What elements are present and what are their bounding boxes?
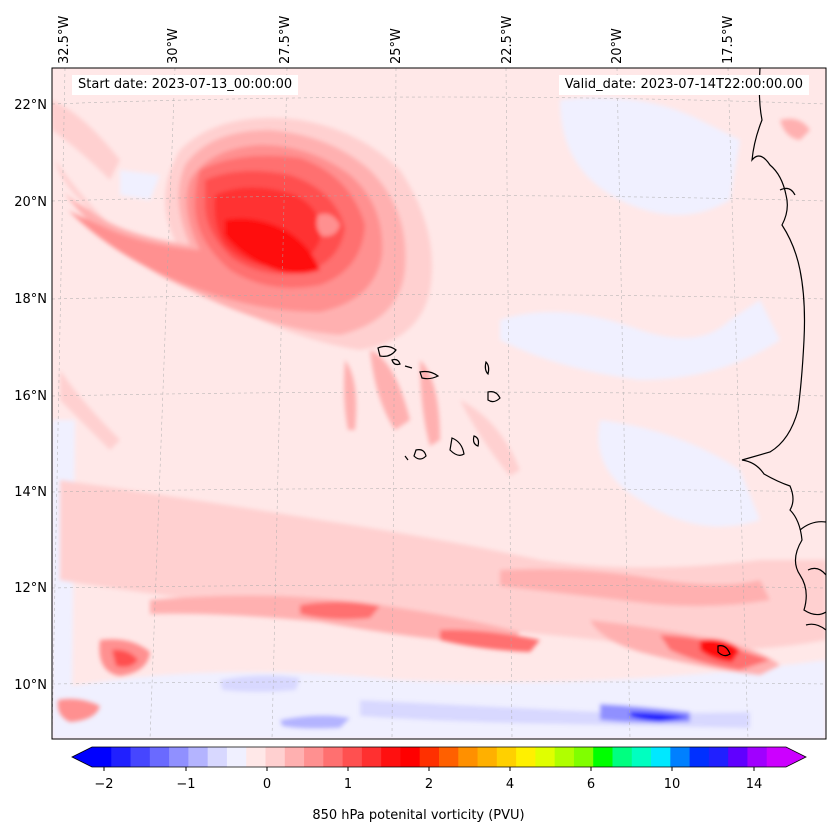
colorbar-cell [111, 747, 132, 767]
negative-pv-areas [52, 97, 826, 739]
colorbar-extend-max [786, 747, 806, 767]
colorbar-cell [554, 747, 575, 767]
pv-contours [52, 68, 826, 739]
colorbar-cell [631, 747, 652, 767]
coastlines [377, 68, 826, 657]
lat-label: 10°N [14, 678, 47, 693]
colorbar-cell [516, 747, 536, 767]
positive-pv-swirl [55, 118, 432, 350]
colorbar-cell [747, 747, 768, 767]
colorbar-tick-label: 2 [425, 777, 433, 792]
latitude-labels: 22°N 20°N 18°N 16°N 14°N 12°N 10°N [14, 98, 47, 693]
colorbar-cell [400, 747, 421, 767]
colorbar-tick-label: −2 [94, 777, 113, 792]
colorbar-cell [439, 747, 459, 767]
colorbar-cell [342, 747, 363, 767]
colorbar-tick-label: 0 [263, 777, 271, 792]
lat-label: 20°N [14, 195, 47, 210]
positive-pv-streaks [52, 100, 826, 722]
colorbar-tick-label: 6 [587, 777, 595, 792]
colorbar-cell [169, 747, 189, 767]
map-frame [51, 67, 827, 740]
colorbar-cell [593, 747, 613, 767]
colorbar-cell [458, 747, 479, 767]
lon-label: 30°W [166, 28, 181, 64]
colorbar-cell [496, 747, 517, 767]
colorbar-cells [92, 747, 787, 767]
colorbar-cell [573, 747, 594, 767]
lat-label: 12°N [14, 581, 47, 596]
colorbar-cell [226, 747, 247, 767]
colorbar-cell [149, 747, 170, 767]
colorbar-cell [92, 747, 112, 767]
colorbar-cell [612, 747, 633, 767]
start-date-label: Start date: 2023-07-13_00:00:00 [72, 75, 299, 95]
colorbar-cell [304, 747, 324, 767]
lon-label: 20°W [610, 28, 625, 64]
colorbar-cell [130, 747, 151, 767]
lon-label: 25°W [389, 28, 404, 64]
colorbar-ticks: −2 −1 0 1 2 4 6 10 14 [94, 767, 762, 792]
colorbar-tick-label: 10 [664, 777, 681, 792]
colorbar-title: 850 hPa potenital vorticity (PVU) [312, 808, 525, 823]
colorbar-cell [535, 747, 556, 767]
colorbar-cell [766, 747, 787, 767]
colorbar-cell [651, 747, 671, 767]
lon-label: 27.5°W [278, 16, 293, 64]
colorbar-cell [246, 747, 266, 767]
colorbar: −2 −1 0 1 2 4 6 10 14 [71, 746, 807, 792]
lat-label: 14°N [14, 485, 47, 500]
colorbar-cell [419, 747, 440, 767]
colorbar-cell [670, 747, 691, 767]
lat-label: 16°N [14, 389, 47, 404]
colorbar-tick-label: 14 [746, 777, 763, 792]
lat-label: 18°N [14, 292, 47, 307]
colorbar-cell [728, 747, 748, 767]
colorbar-tick-label: −1 [176, 777, 195, 792]
graticule [52, 68, 826, 739]
colorbar-cell [477, 747, 498, 767]
colorbar-extend-min [72, 747, 92, 767]
colorbar-outline [71, 746, 807, 768]
colorbar-tick-label: 4 [506, 777, 514, 792]
colorbar-cell [689, 747, 710, 767]
colorbar-cell [381, 747, 401, 767]
colorbar-tick-label: 1 [344, 777, 352, 792]
colorbar-cell [284, 747, 305, 767]
longitude-labels: 32.5°W 30°W 27.5°W 25°W 22.5°W 20°W 17.5… [57, 16, 736, 64]
colorbar-cell [207, 747, 228, 767]
colorbar-cell [361, 747, 382, 767]
colorbar-cell [265, 747, 286, 767]
lat-label: 22°N [14, 98, 47, 113]
valid-date-label: Valid_date: 2023-07-14T22:00:00.00 [558, 75, 809, 95]
lon-label: 22.5°W [500, 16, 515, 64]
colorbar-cell [188, 747, 209, 767]
colorbar-cell [708, 747, 729, 767]
colorbar-cell [323, 747, 344, 767]
lon-label: 17.5°W [721, 16, 736, 64]
lon-label: 32.5°W [57, 16, 72, 64]
